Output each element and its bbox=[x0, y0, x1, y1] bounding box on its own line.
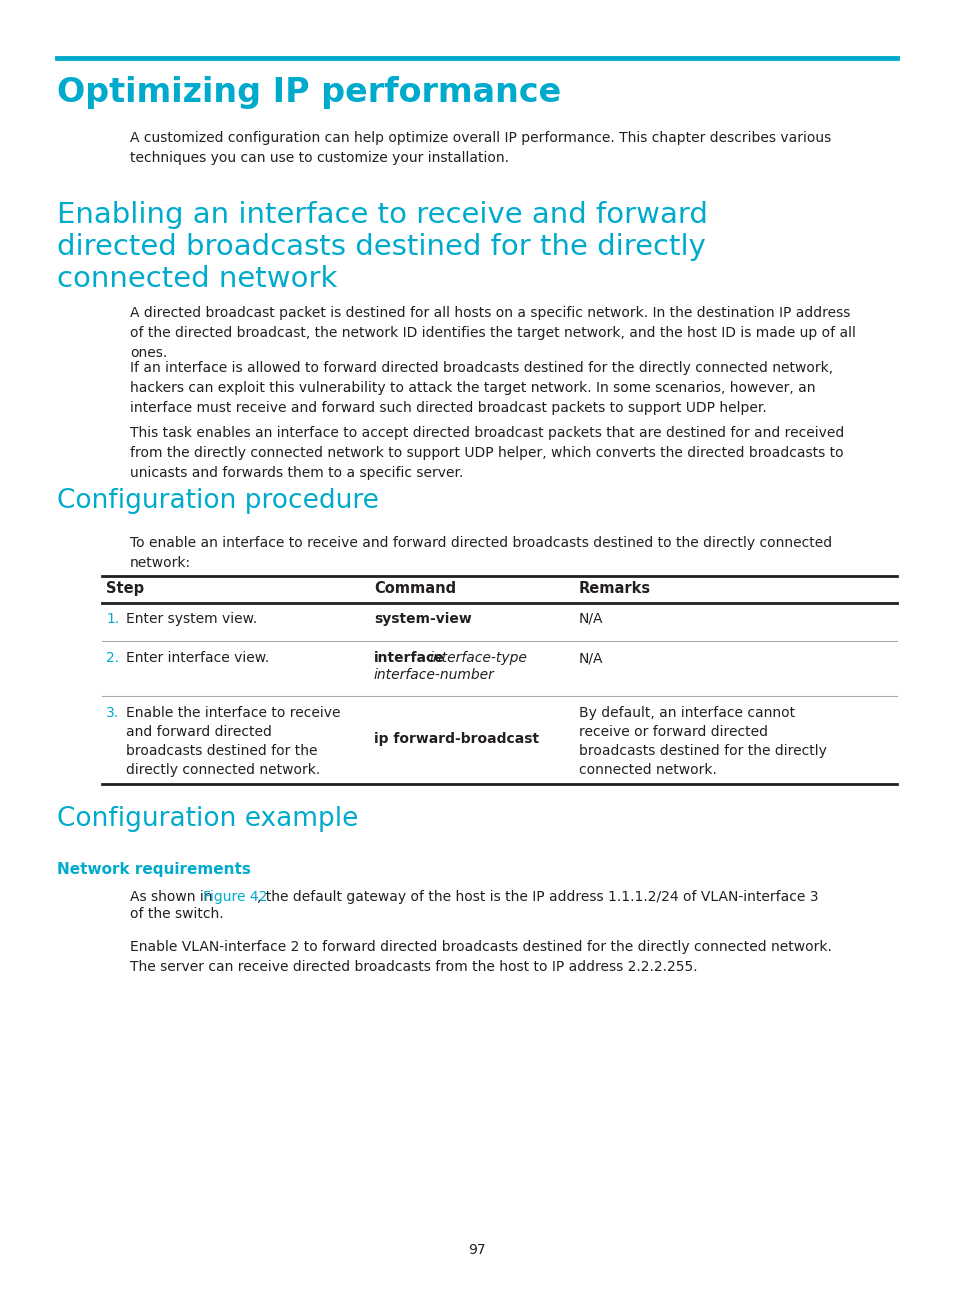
Text: N/A: N/A bbox=[578, 651, 603, 665]
Text: directed broadcasts destined for the directly: directed broadcasts destined for the dir… bbox=[57, 233, 705, 260]
Text: Optimizing IP performance: Optimizing IP performance bbox=[57, 76, 560, 109]
Text: Configuration procedure: Configuration procedure bbox=[57, 489, 378, 515]
Text: Enter interface view.: Enter interface view. bbox=[126, 651, 269, 665]
Text: A customized configuration can help optimize overall IP performance. This chapte: A customized configuration can help opti… bbox=[130, 131, 830, 165]
Text: ip forward-broadcast: ip forward-broadcast bbox=[374, 732, 538, 746]
Text: 97: 97 bbox=[468, 1243, 485, 1257]
Text: Step: Step bbox=[106, 581, 144, 596]
Text: of the switch.: of the switch. bbox=[130, 907, 223, 921]
Text: Enable VLAN-interface 2 to forward directed broadcasts destined for the directly: Enable VLAN-interface 2 to forward direc… bbox=[130, 940, 831, 975]
Text: By default, an interface cannot
receive or forward directed
broadcasts destined : By default, an interface cannot receive … bbox=[578, 706, 826, 776]
Text: Figure 42: Figure 42 bbox=[202, 890, 267, 905]
Text: interface-number: interface-number bbox=[374, 667, 495, 682]
Text: Remarks: Remarks bbox=[578, 581, 651, 596]
Text: A directed broadcast packet is destined for all hosts on a specific network. In : A directed broadcast packet is destined … bbox=[130, 306, 855, 360]
Text: This task enables an interface to accept directed broadcast packets that are des: This task enables an interface to accept… bbox=[130, 426, 843, 480]
Text: As shown in: As shown in bbox=[130, 890, 216, 905]
Text: Enabling an interface to receive and forward: Enabling an interface to receive and for… bbox=[57, 201, 707, 229]
Text: 2.: 2. bbox=[106, 651, 119, 665]
Text: Enable the interface to receive
and forward directed
broadcasts destined for the: Enable the interface to receive and forw… bbox=[126, 706, 340, 776]
Text: 3.: 3. bbox=[106, 706, 119, 721]
Text: To enable an interface to receive and forward directed broadcasts destined to th: To enable an interface to receive and fo… bbox=[130, 537, 831, 570]
Text: interface-type: interface-type bbox=[430, 651, 527, 665]
Text: Network requirements: Network requirements bbox=[57, 862, 251, 877]
Text: 1.: 1. bbox=[106, 612, 119, 626]
Text: interface: interface bbox=[374, 651, 444, 665]
Text: If an interface is allowed to forward directed broadcasts destined for the direc: If an interface is allowed to forward di… bbox=[130, 362, 832, 415]
Text: , the default gateway of the host is the IP address 1.1.1.2/24 of VLAN-interface: , the default gateway of the host is the… bbox=[256, 890, 818, 905]
Text: Enter system view.: Enter system view. bbox=[126, 612, 257, 626]
Text: Command: Command bbox=[374, 581, 456, 596]
Text: system-view: system-view bbox=[374, 612, 471, 626]
Text: connected network: connected network bbox=[57, 264, 337, 293]
Text: N/A: N/A bbox=[578, 612, 603, 626]
Text: Configuration example: Configuration example bbox=[57, 806, 358, 832]
